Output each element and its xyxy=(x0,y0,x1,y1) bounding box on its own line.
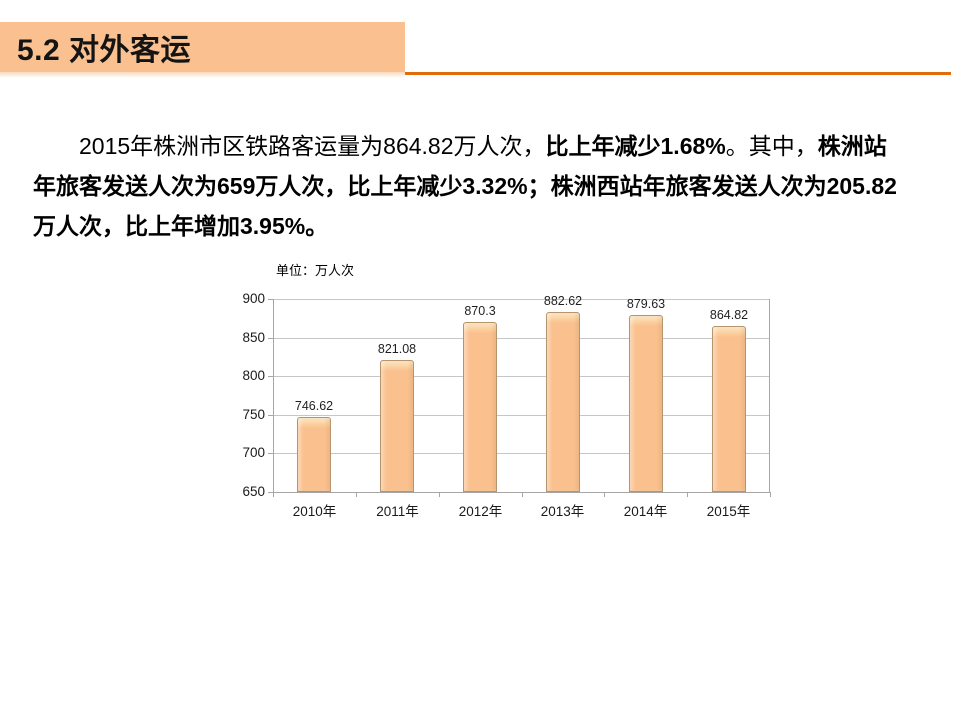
bar-value-label: 882.62 xyxy=(543,294,583,309)
x-category-label: 2015年 xyxy=(706,504,751,519)
section-title-banner: 5.2 对外客运 xyxy=(0,22,405,72)
x-tick-mark xyxy=(604,492,605,497)
section-title: 5.2 对外客运 xyxy=(17,34,192,67)
bar-value-label: 870.3 xyxy=(464,303,496,318)
x-category-label: 2011年 xyxy=(376,504,419,519)
bar xyxy=(546,312,580,492)
bar-value-label: 864.82 xyxy=(709,308,749,323)
gridline xyxy=(273,376,770,377)
bar xyxy=(712,326,746,492)
plot-area: 650 700 750 800 850 900 746.62 2010年 821.08 2011年… xyxy=(242,291,771,519)
gridline xyxy=(273,299,770,300)
gridline xyxy=(273,453,770,454)
y-tick-label: 750 xyxy=(242,407,265,422)
paragraph-segment-bold: 株洲站年旅客发送人次为659万人次，比上年减少3.32%；株洲西站年旅客发送人次… xyxy=(33,133,897,239)
x-tick-mark xyxy=(273,492,274,497)
y-tick-mark xyxy=(268,338,273,339)
x-category-label: 2013年 xyxy=(540,504,585,519)
paragraph-segment-bold: 比上年减少1.68% xyxy=(545,133,726,159)
bar-value-label: 879.63 xyxy=(626,296,666,311)
body-paragraph: 2015年株洲市区铁路客运量为864.82万人次，比上年减少1.68%。其中，株… xyxy=(33,126,905,246)
chart-unit-label: 单位：万人次 xyxy=(276,263,355,278)
x-tick-mark xyxy=(770,492,771,497)
y-tick-mark xyxy=(268,376,273,377)
y-tick-label: 650 xyxy=(242,484,265,499)
bar xyxy=(463,321,497,492)
y-tick-label: 700 xyxy=(242,445,265,460)
gridline xyxy=(273,492,770,493)
x-tick-mark xyxy=(439,492,440,497)
y-tick-mark xyxy=(268,299,273,300)
x-tick-mark xyxy=(687,492,688,497)
title-banner-shadow xyxy=(0,72,405,78)
gridline xyxy=(273,415,770,416)
x-tick-mark xyxy=(522,492,523,497)
bar xyxy=(297,417,331,492)
y-tick-label: 850 xyxy=(242,330,265,345)
y-tick-mark xyxy=(268,453,273,454)
x-category-label: 2012年 xyxy=(458,504,503,519)
x-category-label: 2014年 xyxy=(623,504,668,519)
y-axis-line xyxy=(273,299,274,493)
bar-value-label: 821.08 xyxy=(377,341,417,356)
bar xyxy=(629,314,663,492)
x-category-label: 2010年 xyxy=(292,504,337,519)
y-tick-label: 900 xyxy=(242,291,265,306)
x-tick-mark xyxy=(356,492,357,497)
y-tick-label: 800 xyxy=(242,368,265,383)
y-tick-mark xyxy=(268,415,273,416)
paragraph-segment-regular: 。其中， xyxy=(725,133,818,159)
bar xyxy=(380,359,414,492)
header-accent-line xyxy=(405,72,951,75)
bar-value-label: 746.62 xyxy=(294,399,334,414)
gridline xyxy=(273,338,770,339)
plot-right-border xyxy=(769,299,770,493)
bar-chart: 单位：万人次 650 700 750 800 850 900 746.62 2010年 821.… xyxy=(230,255,830,550)
y-tick-mark xyxy=(268,492,273,493)
paragraph-segment-regular: 2015年株洲市区铁路客运量为864.82万人次， xyxy=(79,133,546,159)
